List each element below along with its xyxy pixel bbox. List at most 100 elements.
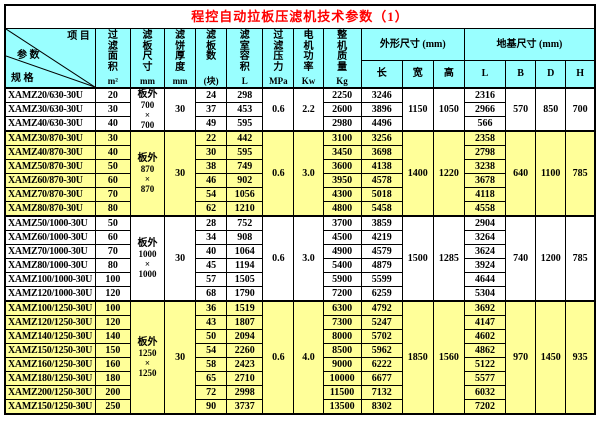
cell-machine-weight: 3100 [322,130,362,146]
cell-outline-length: 4879 [360,258,403,273]
cell-machine-weight: 2250 [322,87,362,103]
cell-chamber-volume: 2260 [226,343,264,358]
col-header-chars: 滤板数 [197,29,226,62]
cell-filter-pressure: 0.6 [262,215,295,302]
cell-foundation-L: 7202 [463,399,507,415]
cell-outline-length: 4496 [360,116,403,132]
col-header-chars: 整机质量 [324,29,360,73]
cell-outline-length: 3256 [360,130,403,146]
col-header-unit: MPa [269,76,288,86]
cell-filter-pressure: 0.6 [262,300,295,415]
table-row: XAMZ200/1250-30U 200 72 2998 11500 7132 6032 [4,385,595,400]
cell-filter-area: 50 [94,215,131,231]
cell-foundation-H: 785 [565,130,596,217]
cell-outline-length: 6222 [360,357,403,372]
cell-filter-area: 70 [94,187,131,202]
cell-filter-area: 80 [94,201,131,217]
cell-outline-width: 1150 [401,87,434,132]
cell-model: XAMZ50/1000-30U [4,215,96,231]
cell-filter-area: 30 [94,130,131,146]
header-char: 电 [303,30,314,41]
table-row: XAMZ20/630-30U 20 板外 700 × 700 30 24 298 0.6 2.2 22… [4,87,596,132]
cell-motor-power: 3.0 [293,215,324,302]
cell-chamber-volume: 1807 [226,315,264,330]
cell-foundation-L: 3624 [463,244,507,259]
cell-foundation-L: 3264 [463,230,507,245]
corner-header: 项 目参 数规 格 [4,28,96,89]
cell-foundation-L: 5304 [463,286,507,302]
cell-plate-count: 30 [195,145,228,160]
cell-plate-count: 36 [195,300,228,316]
cell-model: XAMZ40/870-30U [4,145,96,160]
cell-foundation-B: 970 [505,300,537,415]
cell-filter-pressure: 0.6 [262,87,295,132]
cell-model: XAMZ80/1000-30U [4,258,96,273]
cell-filter-area: 30 [94,102,131,117]
cell-machine-weight: 3600 [322,159,362,174]
cell-plate-count: 62 [195,201,228,217]
cell-machine-weight: 8500 [322,343,362,358]
cell-foundation-L: 2904 [463,215,507,231]
cell-machine-weight: 2600 [322,102,362,117]
col-header-chars: 过滤压力 [264,29,293,73]
cell-plate-count: 43 [195,315,228,330]
cell-plate-count: 46 [195,173,228,188]
table-row: XAMZ100/1250-30U 100 板外 1250 × 1250 30 36 1519 0.… [4,300,596,415]
header-char: 压 [273,51,284,62]
plate-size-line: 1000 [138,249,157,259]
cell-outline-length: 8302 [360,399,403,415]
col-header-unit: mm [139,76,155,86]
cell-model: XAMZ150/1250-30U [4,399,96,415]
cell-plate-count: 28 [195,215,228,231]
cell-foundation-D: 1450 [535,300,567,415]
cell-foundation-L: 4118 [463,187,507,202]
cell-outline-length: 3859 [360,215,403,231]
cell-filter-pressure: 0.6 [262,130,295,217]
cell-filter-area: 250 [94,399,131,415]
header-char: 机 [337,40,348,52]
cell-outline-length: 5599 [360,272,403,287]
cell-filter-area: 80 [94,258,131,273]
diagonal-lines-icon [6,29,95,87]
header-char: 力 [273,61,284,73]
col-header-unit: L [241,76,248,86]
cell-chamber-volume: 298 [226,87,264,103]
table-row: XAMZ70/870-30U 70 54 1056 4300 5018 4118 [4,187,595,202]
cell-plate-count: 37 [195,102,228,117]
cell-foundation-L: 2966 [463,102,507,117]
cell-foundation-L: 4644 [463,272,507,287]
cell-model: XAMZ100/1250-30U [4,300,96,316]
col-header-chars: 滤饼厚度 [166,29,195,73]
cell-model: XAMZ120/1000-30U [4,286,96,302]
table-row: XAMZ60/870-30U 60 46 902 3950 4578 3678 [4,173,595,188]
plate-size-line: 1250 [138,368,157,378]
col-header-machine-weight: 整机质量 Kg [322,28,362,89]
cell-model: XAMZ50/870-30U [4,159,96,174]
cell-foundation-L: 6032 [463,385,507,400]
cell-foundation-L: 5577 [463,371,507,386]
cell-foundation-B: 740 [505,215,537,302]
cell-model: XAMZ30/870-30U [4,130,96,146]
header-char: 积 [107,61,118,73]
cell-plate-count: 68 [195,286,228,302]
cell-model: XAMZ150/1250-30U [4,343,96,358]
header-char: 积 [239,61,250,73]
cell-machine-weight: 3700 [322,215,362,231]
table-row: XAMZ60/1000-30U 60 34 908 4500 4219 3264 [4,230,595,245]
cell-plate-size: 板外 1000 × 1000 [129,215,166,302]
table-title: 程控自动拉板压滤机技术参数（1） [4,4,596,29]
sub-header-foundation-2: D [535,60,567,89]
cell-plate-count: 65 [195,371,228,386]
cell-model: XAMZ70/1000-30U [4,244,96,259]
cell-foundation-D: 1200 [535,215,567,302]
header-char: 量 [337,61,348,73]
plate-size-line: 板外 [137,337,158,348]
cell-model: XAMZ160/1250-30U [4,357,96,372]
cell-foundation-L: 566 [463,116,507,132]
cell-model: XAMZ80/870-30U [4,201,96,217]
col-header-filter-area: 过滤面积 m² [94,28,131,89]
cell-machine-weight: 4500 [322,230,362,245]
